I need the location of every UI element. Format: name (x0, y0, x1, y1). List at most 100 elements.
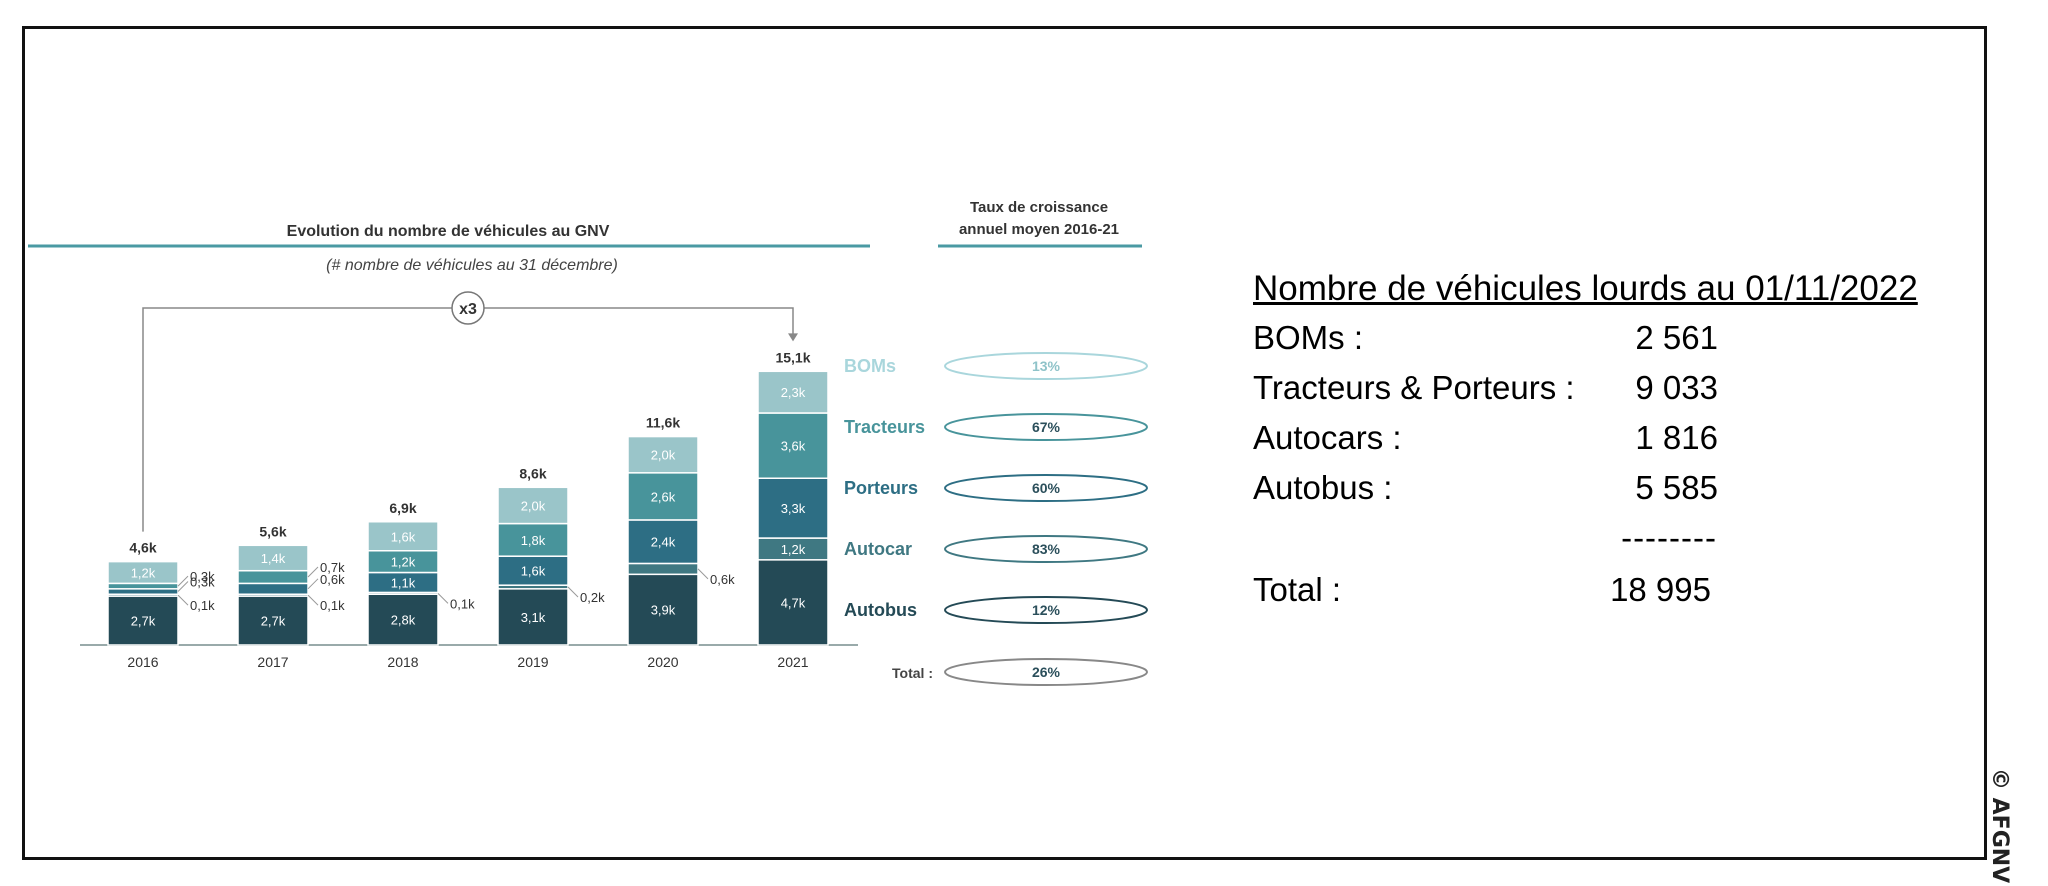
leader-line (307, 578, 319, 590)
legend-label: Autocar (844, 539, 912, 559)
bar-segment-tracteurs (107, 582, 179, 590)
summary-value: 2 561 (1635, 319, 1718, 356)
bar-segment-boms (497, 486, 569, 525)
bar-value-label: 2,0k (651, 448, 676, 463)
summary-row-boms: BOMs : 2 561 (1253, 313, 1973, 363)
bar-segment-boms (107, 560, 179, 585)
summary-value: 9 033 (1635, 369, 1718, 406)
bar-total-label: 4,6k (129, 540, 156, 556)
bar-segment-porteurs (107, 588, 179, 595)
bar-value-label: 3,3k (781, 501, 806, 516)
bar-value-label: 0,1k (450, 596, 475, 611)
x-tick-label: 2018 (387, 654, 418, 670)
figure-frame (22, 26, 1987, 860)
bar-value-label: 1,8k (521, 533, 546, 548)
growth-rate-label: 12% (1032, 602, 1061, 618)
bar-total-label: 8,6k (519, 465, 546, 481)
bar-value-label: 0,6k (320, 572, 345, 587)
bar-segment-boms (627, 435, 699, 474)
bar-value-label: 1,2k (391, 555, 416, 570)
bar-segment-tracteurs (627, 472, 699, 521)
summary-total-value: 18 995 (1610, 571, 1711, 608)
chart: Evolution du nombre de véhicules au GNV … (28, 199, 1148, 686)
bar-value-label: 0,7k (320, 560, 345, 575)
leader-line (307, 594, 319, 606)
summary-total-label: Total : (1253, 571, 1342, 608)
bar-value-label: 1,6k (521, 564, 546, 579)
bar-value-label: 3,1k (521, 610, 546, 625)
bracket-arrowhead (788, 333, 798, 342)
summary-row-autocars: Autocars : 1 816 (1253, 413, 1973, 463)
bar-value-label: 1,2k (781, 542, 806, 557)
summary-panel: Nombre de véhicules lourds au 01/11/2022… (1253, 265, 1973, 615)
x-tick-label: 2019 (517, 654, 548, 670)
bar-total-label: 11,6k (646, 415, 680, 431)
bar-segment-boms (237, 544, 309, 572)
growth-ellipse (944, 474, 1148, 502)
summary-label: Autocars : (1253, 419, 1402, 456)
summary-separator-row: -------- (1253, 513, 1973, 563)
growth-rate-label: 83% (1032, 541, 1061, 557)
bar-segment-boms (757, 370, 829, 414)
bar-value-label: 0,3k (190, 569, 215, 584)
growth-rate-label: 67% (1032, 419, 1061, 435)
growth-ellipse (944, 413, 1148, 441)
summary-row-autobus: Autobus : 5 585 (1253, 463, 1973, 513)
bar-value-label: 2,6k (651, 489, 676, 504)
growth-title-line2: annuel moyen 2016-21 (959, 221, 1119, 238)
bar-segment-tracteurs (237, 569, 309, 585)
bar-value-label: 0,6k (710, 572, 735, 587)
bar-value-label: 1,4k (261, 551, 286, 566)
legend-label: Porteurs (844, 478, 918, 498)
bar-total-label: 5,6k (259, 523, 286, 539)
growth-rate-label: 13% (1032, 358, 1061, 374)
leader-line (307, 566, 319, 578)
leader-line (177, 594, 189, 606)
bar-segment-boms (367, 521, 439, 552)
x-tick-label: 2020 (647, 654, 678, 670)
multiplier-label: x3 (459, 301, 477, 318)
bar-segment-autobus (367, 593, 439, 646)
bar-value-label: 1,2k (131, 566, 156, 581)
leader-line (177, 581, 189, 592)
summary-label: Tracteurs & Porteurs : (1253, 369, 1575, 406)
legend-label: BOMs (844, 356, 896, 376)
growth-ellipse (944, 658, 1148, 686)
bar-segment-porteurs (237, 582, 309, 595)
growth-rate-label: 60% (1032, 480, 1061, 496)
chart-marks: 2,7k 0,1k 0,3k0,3k 1,2k 4,6k 2016 2,7k 0,1k 0,6k… (80, 291, 1148, 686)
multiplier-badge (451, 291, 485, 325)
summary-label: Autobus : (1253, 469, 1393, 506)
leader-line (697, 568, 709, 580)
growth-rate-label: 26% (1032, 664, 1061, 680)
leader-line (567, 586, 579, 598)
bar-segment-tracteurs (497, 522, 569, 557)
bar-value-label: 2,0k (521, 498, 546, 513)
summary-row-tracteurs-porteurs: Tracteurs & Porteurs : 9 033 (1253, 363, 1973, 413)
growth-ellipse (944, 535, 1148, 563)
growth-ellipse (944, 596, 1148, 624)
legend-label: Total : (892, 665, 933, 681)
summary-heading: Nombre de véhicules lourds au 01/11/2022 (1253, 269, 1918, 308)
bar-value-label: 2,8k (391, 613, 416, 628)
summary-value: 1 816 (1635, 419, 1718, 456)
bar-total-label: 6,9k (389, 500, 416, 516)
chart-subtitle: (# nombre de véhicules au 31 décembre) (326, 257, 618, 274)
bar-value-label: 4,7k (781, 595, 806, 610)
bar-segment-porteurs (627, 519, 699, 565)
bar-segment-autobus (627, 573, 699, 646)
bar-value-label: 1,6k (391, 529, 416, 544)
bar-value-label: 2,7k (131, 614, 156, 629)
bar-segment-autobus (757, 559, 829, 646)
bar-value-label: 0,1k (320, 598, 345, 613)
legend-label: Tracteurs (844, 417, 925, 437)
summary-label: BOMs : (1253, 319, 1364, 356)
summary-total-row: Total : 18 995 (1253, 565, 1973, 615)
summary-value: 5 585 (1635, 469, 1718, 506)
bar-value-label: 0,1k (190, 598, 215, 613)
leader-line (177, 575, 189, 587)
bar-segment-autobus (497, 588, 569, 646)
growth-title-line1: Taux de croissance (970, 199, 1108, 216)
bar-value-label: 1,1k (391, 575, 416, 590)
leader-line (437, 592, 449, 604)
